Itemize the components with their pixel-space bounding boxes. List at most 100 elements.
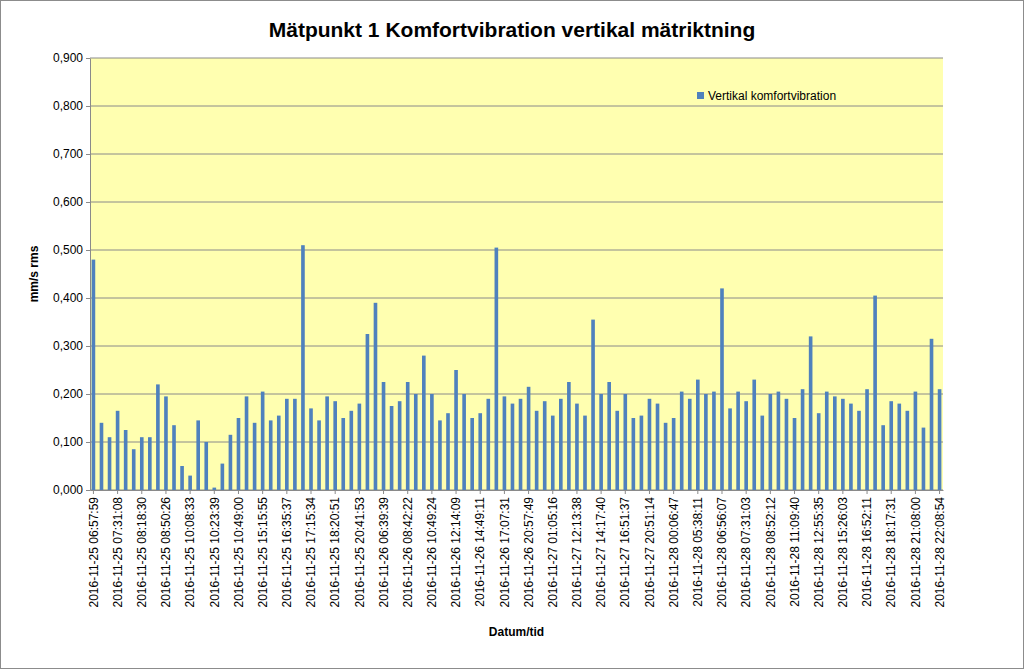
y-tick-mark [86, 346, 90, 347]
y-tick-label: 0,600 [53, 195, 83, 209]
x-tick-mark [93, 490, 94, 494]
x-tick-label: 2016-11-25 17:15:34 [304, 497, 318, 608]
y-tick: 0,100 [53, 435, 90, 449]
bar [374, 303, 378, 490]
x-tick-label: 2016-11-25 08:50:26 [159, 497, 173, 608]
x-tick-mark [697, 490, 698, 494]
x-tick-mark [480, 490, 481, 494]
x-tick: 2016-11-28 18:17:31 [884, 490, 898, 608]
y-tick-label: 0,400 [53, 291, 83, 305]
x-tick-label: 2016-11-28 21:08:00 [909, 497, 923, 608]
bar [865, 389, 869, 490]
bar [648, 399, 652, 490]
bar [196, 420, 200, 490]
x-tick-mark [456, 490, 457, 494]
bar [793, 418, 797, 490]
bar [180, 466, 184, 490]
bar [92, 260, 96, 490]
x-tick-mark [891, 490, 892, 494]
x-tick-mark [165, 490, 166, 494]
x-tick: 2016-11-25 08:18:30 [135, 490, 149, 608]
x-tick-label: 2016-11-27 16:51:37 [618, 497, 632, 608]
x-tick-mark [311, 490, 312, 494]
grid-line [90, 346, 943, 347]
x-axis: 2016-11-25 06:57:592016-11-25 07:31:0820… [87, 490, 947, 608]
x-tick-label: 2016-11-28 07:31:03 [739, 497, 753, 608]
x-tick-mark [262, 490, 263, 494]
x-tick-mark [359, 490, 360, 494]
bar [486, 399, 490, 490]
grid-line [90, 394, 943, 395]
bar [221, 464, 225, 490]
y-tick-label: 0,000 [53, 483, 83, 497]
bar [720, 288, 724, 490]
y-axis-line [90, 59, 91, 491]
bar [712, 392, 716, 490]
x-tick: 2016-11-27 20:51:14 [643, 490, 657, 608]
x-tick-label: 2016-11-28 12:55:35 [812, 497, 826, 608]
x-tick: 2016-11-25 15:15:55 [256, 490, 270, 608]
bar [293, 399, 297, 490]
bar [325, 396, 329, 490]
x-tick-mark [770, 490, 771, 494]
bar [438, 420, 442, 490]
x-tick-mark [141, 490, 142, 494]
bar [906, 411, 910, 490]
x-tick-label: 2016-11-26 08:42:22 [401, 497, 415, 608]
bar [785, 399, 789, 490]
y-tick-label: 0,700 [53, 147, 83, 161]
x-tick: 2016-11-25 08:50:26 [159, 490, 173, 608]
x-tick-label: 2016-11-25 07:31:08 [111, 497, 125, 608]
bar [567, 382, 571, 490]
bar [728, 408, 732, 490]
x-tick: 2016-11-26 14:49:11 [473, 490, 487, 607]
bar [607, 382, 611, 490]
plot-background [90, 58, 943, 490]
grid-line [90, 250, 943, 251]
bar [116, 411, 120, 490]
bar [543, 401, 547, 490]
bar [752, 380, 756, 490]
x-tick: 2016-11-28 07:31:03 [739, 490, 753, 608]
bar [132, 449, 136, 490]
bar [358, 404, 362, 490]
y-tick-mark [86, 202, 90, 203]
x-tick: 2016-11-25 20:41:53 [353, 490, 367, 608]
x-tick-mark [407, 490, 408, 494]
x-tick: 2016-11-27 12:13:38 [570, 490, 584, 608]
bar [511, 404, 515, 490]
x-tick-label: 2016-11-28 15:26:03 [836, 497, 850, 608]
x-tick: 2016-11-25 10:23:39 [208, 490, 222, 608]
bar [495, 248, 499, 490]
bar [253, 423, 257, 490]
bar [688, 399, 692, 490]
x-tick-label: 2016-11-25 10:08:33 [183, 497, 197, 608]
x-tick-label: 2016-11-26 14:49:11 [473, 497, 487, 607]
x-tick-label: 2016-11-25 20:41:53 [353, 497, 367, 608]
bar [269, 420, 273, 490]
grid-line [90, 58, 943, 59]
x-tick-label: 2016-11-27 20:51:14 [643, 497, 657, 608]
x-tick-mark [190, 490, 191, 494]
x-tick: 2016-11-25 18:20:51 [328, 490, 342, 608]
bar [503, 396, 507, 490]
y-tick: 0,900 [53, 51, 90, 65]
bar [172, 425, 176, 490]
bar [777, 392, 781, 490]
x-tick: 2016-11-26 10:49:24 [425, 490, 439, 608]
x-tick-label: 2016-11-26 17:07:31 [498, 497, 512, 608]
y-tick-mark [86, 298, 90, 299]
bar [623, 394, 627, 490]
bar [164, 396, 168, 490]
y-tick-label: 0,500 [53, 243, 83, 257]
bar [382, 382, 386, 490]
y-axis-title: mm/s rms [27, 245, 41, 302]
bar [535, 411, 539, 490]
x-tick-mark [504, 490, 505, 494]
x-tick-label: 2016-11-27 01:05:16 [546, 497, 560, 608]
x-tick-mark [794, 490, 795, 494]
x-tick-label: 2016-11-27 12:13:38 [570, 497, 584, 608]
x-tick: 2016-11-25 16:35:37 [280, 490, 294, 608]
bar [801, 389, 805, 490]
y-tick-mark [86, 58, 90, 59]
